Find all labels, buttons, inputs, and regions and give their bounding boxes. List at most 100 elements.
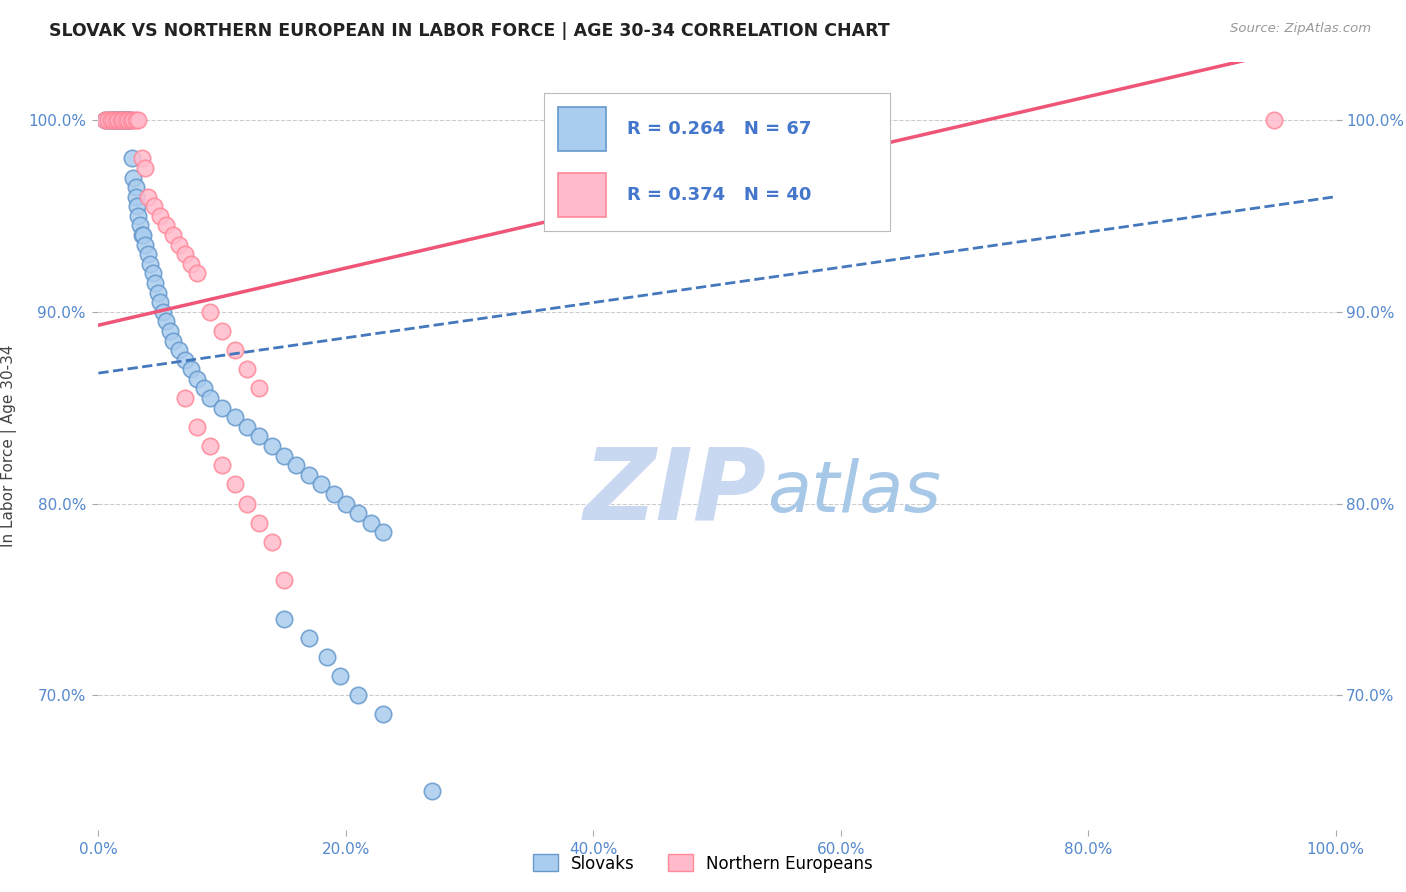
Point [371, 525, 394, 540]
Point [149, 209, 172, 223]
Point [142, 266, 165, 280]
Point [198, 304, 221, 318]
Point [103, 112, 125, 127]
Point [120, 112, 142, 127]
Point [103, 112, 125, 127]
Point [114, 112, 136, 127]
Point [174, 247, 197, 261]
Point [112, 112, 135, 127]
Point [132, 228, 155, 243]
Point [121, 151, 143, 165]
Point [136, 189, 159, 203]
Point [285, 458, 308, 473]
Point [174, 391, 197, 405]
Point [198, 439, 221, 453]
Point [104, 112, 127, 127]
Point [108, 112, 131, 127]
Point [129, 219, 152, 233]
Point [96, 112, 118, 127]
Y-axis label: In Labor Force | Age 30-34: In Labor Force | Age 30-34 [1, 344, 17, 548]
Point [273, 449, 295, 463]
Point [97, 112, 120, 127]
Point [247, 381, 270, 395]
Point [155, 314, 177, 328]
Point [186, 266, 208, 280]
Point [143, 276, 166, 290]
Point [105, 112, 128, 127]
Point [186, 372, 208, 386]
Point [167, 237, 190, 252]
Point [114, 112, 136, 127]
Point [371, 707, 394, 722]
Point [155, 219, 177, 233]
Point [131, 151, 153, 165]
Point [124, 112, 146, 127]
Point [247, 516, 270, 530]
Point [100, 112, 122, 127]
Point [110, 112, 132, 127]
Point [146, 285, 169, 300]
Point [107, 112, 129, 127]
Point [273, 612, 295, 626]
Text: ZIP: ZIP [583, 443, 766, 541]
Point [1263, 112, 1285, 127]
Point [162, 334, 184, 348]
Point [260, 439, 283, 453]
Point [124, 180, 146, 194]
Point [127, 209, 149, 223]
Point [149, 295, 172, 310]
Text: SLOVAK VS NORTHERN EUROPEAN IN LABOR FORCE | AGE 30-34 CORRELATION CHART: SLOVAK VS NORTHERN EUROPEAN IN LABOR FOR… [49, 22, 890, 40]
Point [127, 112, 149, 127]
Point [100, 112, 122, 127]
Point [247, 429, 270, 443]
Point [122, 112, 145, 127]
Text: Source: ZipAtlas.com: Source: ZipAtlas.com [1230, 22, 1371, 36]
Point [224, 410, 246, 425]
Point [186, 420, 208, 434]
Point [198, 391, 221, 405]
Point [193, 381, 215, 395]
Point [118, 112, 141, 127]
Point [152, 304, 174, 318]
Point [110, 112, 132, 127]
Point [162, 228, 184, 243]
Point [236, 496, 259, 510]
Point [316, 650, 339, 665]
Point [211, 324, 233, 338]
Point [180, 362, 202, 376]
Point [93, 112, 115, 127]
Point [167, 343, 190, 357]
Point [139, 257, 162, 271]
Point [105, 112, 128, 127]
Point [117, 112, 139, 127]
Point [115, 112, 138, 127]
Point [143, 199, 166, 213]
Point [107, 112, 129, 127]
Point [273, 573, 295, 587]
Point [335, 496, 357, 510]
Text: atlas: atlas [766, 458, 941, 526]
Point [103, 112, 125, 127]
Point [260, 534, 283, 549]
Point [111, 112, 134, 127]
Legend: Slovaks, Northern Europeans: Slovaks, Northern Europeans [526, 847, 880, 880]
Point [93, 112, 115, 127]
Point [136, 247, 159, 261]
Point [224, 477, 246, 491]
Point [120, 112, 142, 127]
Point [211, 401, 233, 415]
Point [134, 237, 156, 252]
Point [122, 170, 145, 185]
Point [236, 362, 259, 376]
Point [131, 228, 153, 243]
Point [309, 477, 332, 491]
Point [347, 506, 370, 520]
Point [180, 257, 202, 271]
Point [422, 784, 444, 798]
Point [360, 516, 382, 530]
Point [100, 112, 122, 127]
Point [211, 458, 233, 473]
Point [112, 112, 135, 127]
Point [298, 631, 321, 645]
Point [174, 352, 197, 367]
